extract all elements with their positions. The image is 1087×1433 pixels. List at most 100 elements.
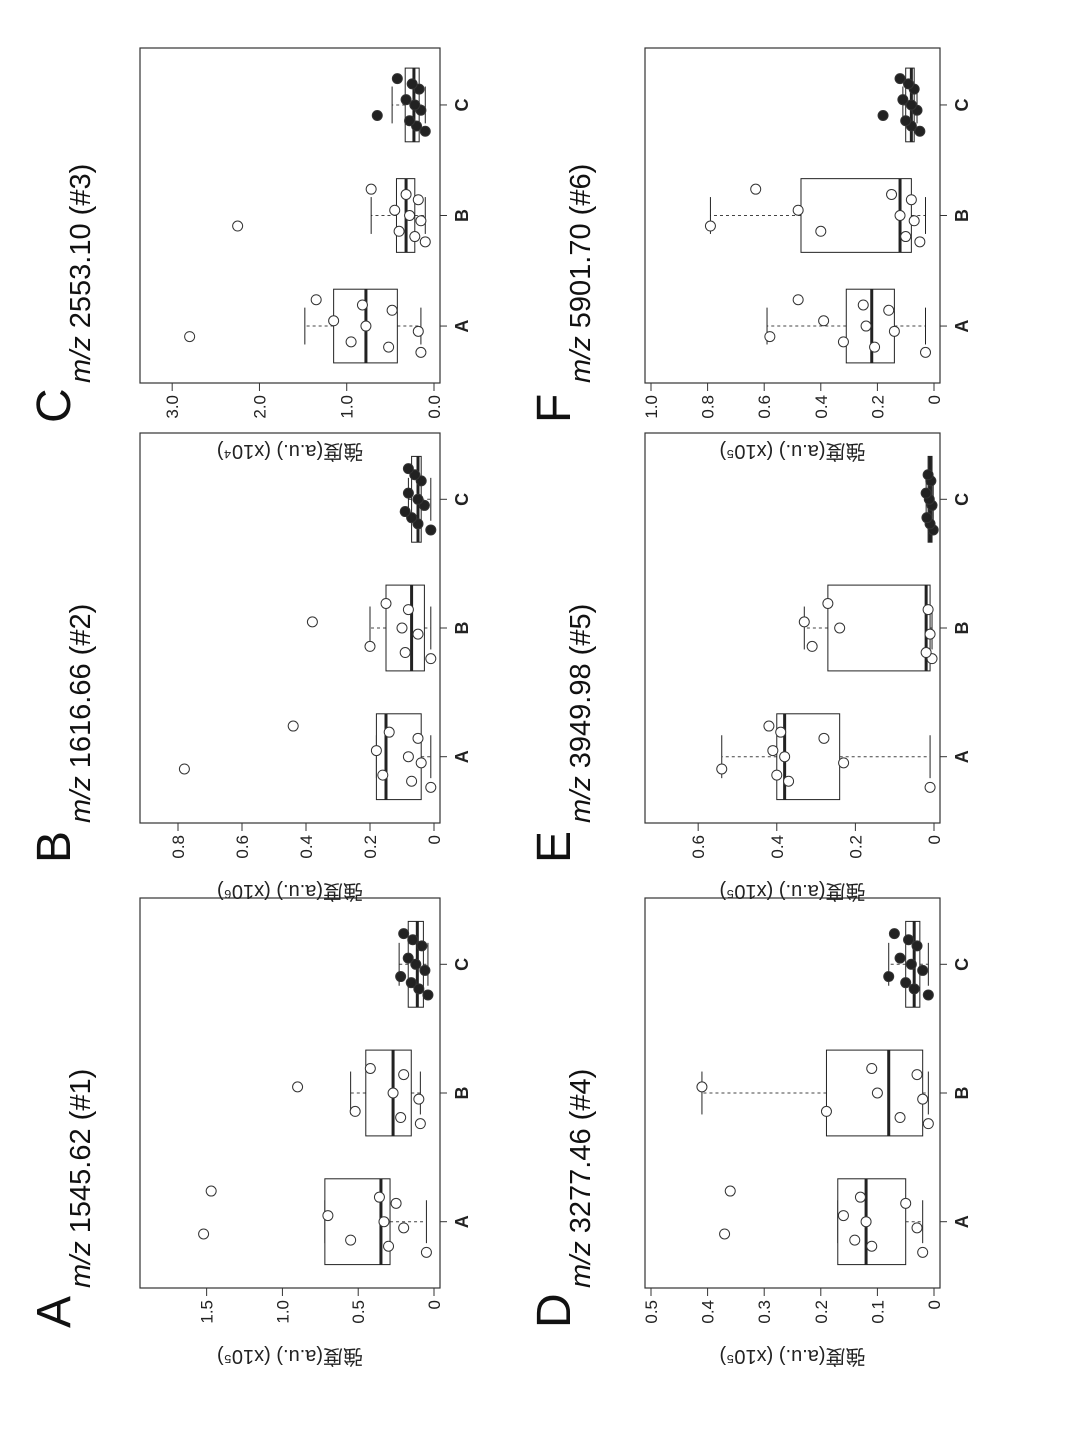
data-point-filled [399, 929, 409, 939]
data-point-open [413, 326, 423, 336]
data-point-filled [405, 116, 415, 126]
data-point-open [405, 211, 415, 221]
data-point-filled [410, 100, 420, 110]
data-point-open [420, 237, 430, 247]
data-point-open [884, 305, 894, 315]
data-point-open [768, 746, 778, 756]
data-point-open [413, 629, 423, 639]
data-point-open [407, 776, 417, 786]
data-point-open [720, 1229, 730, 1239]
data-point-filled [423, 990, 433, 1000]
data-point-open [357, 300, 367, 310]
data-point-filled [895, 74, 905, 84]
panel-title: m/z 2553.10 (#3) [65, 164, 97, 383]
data-point-filled [396, 972, 406, 982]
y-tick-label: 0.3 [755, 1300, 774, 1324]
panel-F: Fm/z 5901.70 (#6)00.20.40.60.81.0強度(a.u.… [528, 48, 972, 463]
x-tick-label: B [952, 209, 972, 222]
data-point-filled [426, 525, 436, 535]
data-point-open [925, 629, 935, 639]
data-point-filled [912, 941, 922, 951]
data-point-filled [420, 126, 430, 136]
data-point-open [819, 316, 829, 326]
data-point-open [918, 1094, 928, 1104]
data-point-open [396, 1113, 406, 1123]
y-tick-label: 0.4 [297, 835, 316, 859]
data-point-open [838, 337, 848, 347]
data-point-open [179, 764, 189, 774]
data-point-open [923, 605, 933, 615]
data-point-open [391, 1198, 401, 1208]
x-tick-label: C [452, 98, 472, 111]
data-point-open [350, 1106, 360, 1116]
data-point-open [772, 770, 782, 780]
data-point-open [889, 326, 899, 336]
y-tick-label: 0.6 [233, 835, 252, 859]
data-point-open [909, 216, 919, 226]
data-point-filled [904, 935, 914, 945]
data-point-open [400, 648, 410, 658]
data-point-open [764, 721, 774, 731]
data-point-filled [898, 95, 908, 105]
data-point-open [751, 184, 761, 194]
data-point-open [371, 746, 381, 756]
y-axis-label: 強度(a.u.) (x10⁴) [217, 440, 363, 463]
data-point-open [416, 347, 426, 357]
y-tick-label: 0.5 [642, 1300, 661, 1324]
y-axis-label: 強度(a.u.) (x10⁵) [719, 880, 865, 903]
x-tick-label: A [952, 750, 972, 763]
data-point-open [850, 1235, 860, 1245]
y-tick-label: 0 [925, 395, 944, 404]
x-tick-label: A [952, 320, 972, 333]
data-point-open [415, 1119, 425, 1129]
data-point-open [784, 776, 794, 786]
data-point-filled [906, 959, 916, 969]
data-point-open [199, 1229, 209, 1239]
data-point-open [323, 1211, 333, 1221]
data-point-open [414, 1094, 424, 1104]
y-tick-label: 0 [925, 1300, 944, 1309]
data-point-open [725, 1186, 735, 1196]
data-point-open [925, 782, 935, 792]
y-axis-label: 強度(a.u.) (x10⁶) [217, 880, 363, 903]
data-point-open [901, 232, 911, 242]
x-tick-label: B [452, 622, 472, 635]
data-point-filled [922, 513, 932, 523]
data-point-open [413, 733, 423, 743]
data-point-open [365, 1063, 375, 1073]
data-point-open [384, 1241, 394, 1251]
data-point-filled [403, 953, 413, 963]
title-mass: 3949.98 (#5) [565, 604, 597, 768]
y-tick-label: 0.2 [846, 835, 865, 859]
data-point-open [365, 641, 375, 651]
y-tick-label: 0.2 [812, 1300, 831, 1324]
data-point-open [399, 1223, 409, 1233]
data-point-filled [408, 935, 418, 945]
x-tick-label: C [952, 493, 972, 506]
y-tick-label: 1.5 [198, 1300, 217, 1324]
data-point-open [426, 782, 436, 792]
title-mz: m/z [565, 768, 597, 823]
data-point-open [717, 764, 727, 774]
data-point-filled [417, 941, 427, 951]
x-tick-label: C [452, 493, 472, 506]
panel-B: Bm/z 1616.66 (#2)00.20.40.60.8強度(a.u.) (… [28, 433, 472, 903]
data-point-open [346, 1235, 356, 1245]
data-point-open [416, 758, 426, 768]
data-point-open [855, 1192, 865, 1202]
data-point-open [870, 342, 880, 352]
data-point-open [923, 1119, 933, 1129]
data-point-open [861, 1217, 871, 1227]
y-tick-label: 0.8 [699, 395, 718, 419]
data-point-open [918, 1247, 928, 1257]
data-point-filled [403, 464, 413, 474]
data-point-open [912, 1070, 922, 1080]
x-tick-label: B [952, 1087, 972, 1100]
x-tick-label: C [952, 958, 972, 971]
data-point-open [793, 205, 803, 215]
panel-letter: A [28, 1296, 81, 1328]
data-point-open [379, 1217, 389, 1227]
data-point-open [921, 648, 931, 658]
data-point-open [388, 1088, 398, 1098]
data-point-open [819, 733, 829, 743]
